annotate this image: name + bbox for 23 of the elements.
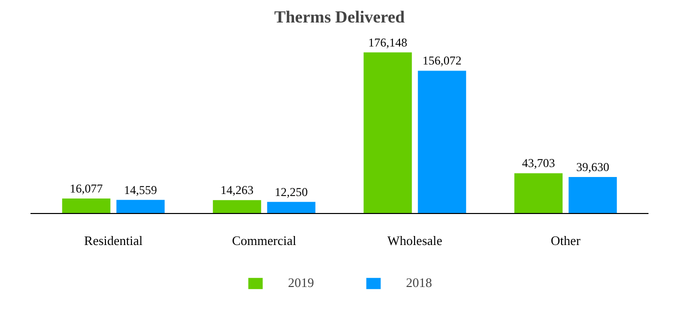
- x-tick-label: Wholesale: [387, 233, 443, 248]
- x-tick-label: Commercial: [232, 233, 297, 248]
- bar: [62, 198, 110, 214]
- bar: [267, 202, 316, 214]
- data-label: 156,072: [422, 54, 462, 68]
- data-label: 12,250: [274, 184, 308, 199]
- data-label: 16,077: [70, 181, 103, 196]
- legend-label: 2018: [406, 275, 432, 291]
- x-tick-label: Residential: [84, 233, 144, 248]
- data-label: 14,559: [124, 182, 158, 197]
- data-label: 176,148: [368, 35, 408, 50]
- chart-title: Therms Delivered: [274, 8, 406, 26]
- bar: [568, 176, 617, 214]
- bar: [364, 52, 412, 214]
- bar: [514, 173, 563, 214]
- bar: [418, 70, 466, 214]
- data-label: 14,263: [220, 183, 254, 198]
- legend-label: 2019: [288, 275, 314, 291]
- data-label: 43,703: [522, 156, 555, 170]
- bar: [212, 200, 262, 214]
- x-tick-label: Other: [550, 233, 582, 248]
- bar: [116, 200, 165, 214]
- data-label: 39,630: [576, 160, 610, 174]
